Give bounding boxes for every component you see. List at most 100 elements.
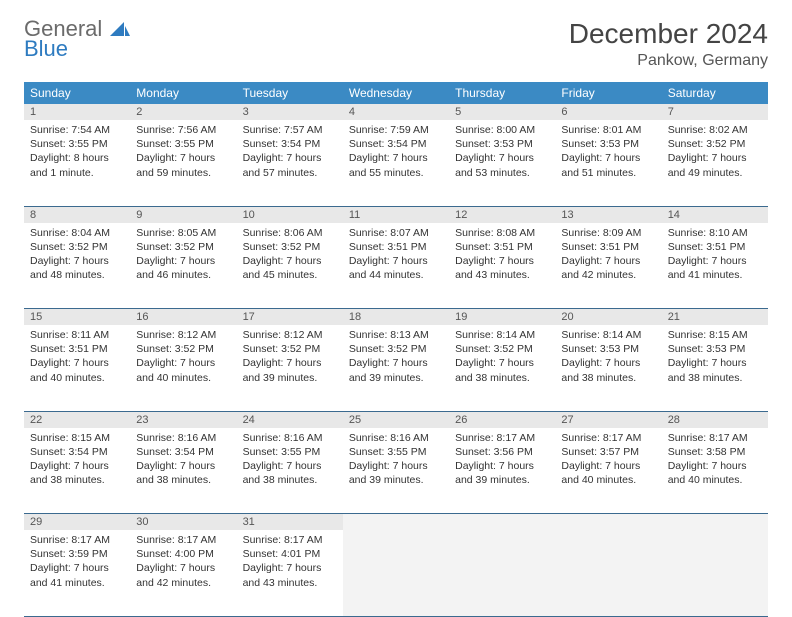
sunset-text: Sunset: 3:52 PM xyxy=(455,342,549,356)
daylight-text: Daylight: 7 hours and 53 minutes. xyxy=(455,151,549,179)
day-cell: Sunrise: 8:17 AMSunset: 3:59 PMDaylight:… xyxy=(24,530,130,616)
day-number: 14 xyxy=(662,206,768,223)
sunrise-text: Sunrise: 8:11 AM xyxy=(30,328,124,342)
day-cell: Sunrise: 8:12 AMSunset: 3:52 PMDaylight:… xyxy=(130,325,236,411)
sunrise-text: Sunrise: 8:08 AM xyxy=(455,226,549,240)
day-cell xyxy=(555,530,661,616)
day-cell: Sunrise: 8:09 AMSunset: 3:51 PMDaylight:… xyxy=(555,223,661,309)
weekday-header: Thursday xyxy=(449,82,555,104)
day-cell: Sunrise: 8:17 AMSunset: 3:56 PMDaylight:… xyxy=(449,428,555,514)
sunrise-text: Sunrise: 8:01 AM xyxy=(561,123,655,137)
weekday-header: Saturday xyxy=(662,82,768,104)
daydata-row: Sunrise: 7:54 AMSunset: 3:55 PM Daylight:… xyxy=(24,120,768,206)
daylight-text: Daylight: 7 hours and 39 minutes. xyxy=(243,356,337,384)
day-number xyxy=(555,514,661,531)
daydata-row: Sunrise: 8:11 AMSunset: 3:51 PM Daylight:… xyxy=(24,325,768,411)
sunrise-text: Sunrise: 7:54 AM xyxy=(30,123,124,137)
day-cell xyxy=(662,530,768,616)
sunset-text: Sunset: 4:00 PM xyxy=(136,547,230,561)
sunrise-text: Sunrise: 8:15 AM xyxy=(668,328,762,342)
sunset-text: Sunset: 3:54 PM xyxy=(136,445,230,459)
logo-text: General Blue xyxy=(24,18,130,60)
logo-text-blue: Blue xyxy=(24,38,130,60)
sunset-text: Sunset: 3:51 PM xyxy=(668,240,762,254)
day-cell: Sunrise: 8:12 AMSunset: 3:52 PMDaylight:… xyxy=(237,325,343,411)
daylight-text: Daylight: 7 hours and 41 minutes. xyxy=(30,561,124,589)
day-cell: Sunrise: 8:08 AMSunset: 3:51 PMDaylight:… xyxy=(449,223,555,309)
day-number: 25 xyxy=(343,411,449,428)
weekday-header: Monday xyxy=(130,82,236,104)
sunrise-text: Sunrise: 7:56 AM xyxy=(136,123,230,137)
daylight-text: Daylight: 7 hours and 46 minutes. xyxy=(136,254,230,282)
daylight-text: Daylight: 7 hours and 39 minutes. xyxy=(349,356,443,384)
sunrise-text: Sunrise: 7:57 AM xyxy=(243,123,337,137)
sunrise-text: Sunrise: 8:02 AM xyxy=(668,123,762,137)
day-number: 28 xyxy=(662,411,768,428)
day-number: 4 xyxy=(343,104,449,120)
day-cell: Sunrise: 8:14 AMSunset: 3:52 PMDaylight:… xyxy=(449,325,555,411)
sunset-text: Sunset: 3:53 PM xyxy=(561,137,655,151)
day-number xyxy=(449,514,555,531)
day-cell: Sunrise: 8:02 AMSunset: 3:52 PMDaylight:… xyxy=(662,120,768,206)
daylight-text: Daylight: 7 hours and 59 minutes. xyxy=(136,151,230,179)
daylight-text: Daylight: 7 hours and 42 minutes. xyxy=(561,254,655,282)
sunset-text: Sunset: 3:52 PM xyxy=(349,342,443,356)
day-number: 5 xyxy=(449,104,555,120)
sunrise-text: Sunrise: 8:12 AM xyxy=(243,328,337,342)
day-cell: Sunrise: 8:06 AMSunset: 3:52 PMDaylight:… xyxy=(237,223,343,309)
daylight-text: Daylight: 7 hours and 44 minutes. xyxy=(349,254,443,282)
day-number: 16 xyxy=(130,309,236,326)
sunrise-text: Sunrise: 8:10 AM xyxy=(668,226,762,240)
weekday-header: Friday xyxy=(555,82,661,104)
day-number: 7 xyxy=(662,104,768,120)
day-number: 24 xyxy=(237,411,343,428)
daylight-text: Daylight: 7 hours and 38 minutes. xyxy=(136,459,230,487)
day-number xyxy=(343,514,449,531)
day-number: 3 xyxy=(237,104,343,120)
daynum-row: 1234567 xyxy=(24,104,768,120)
sunset-text: Sunset: 3:57 PM xyxy=(561,445,655,459)
sunrise-text: Sunrise: 8:16 AM xyxy=(243,431,337,445)
sunrise-text: Sunrise: 8:14 AM xyxy=(455,328,549,342)
sunrise-text: Sunrise: 8:17 AM xyxy=(30,533,124,547)
daylight-text: Daylight: 7 hours and 39 minutes. xyxy=(455,459,549,487)
daylight-text: Daylight: 7 hours and 38 minutes. xyxy=(561,356,655,384)
day-number: 29 xyxy=(24,514,130,531)
daylight-text: Daylight: 7 hours and 40 minutes. xyxy=(136,356,230,384)
sunrise-text: Sunrise: 8:04 AM xyxy=(30,226,124,240)
sunrise-text: Sunrise: 8:07 AM xyxy=(349,226,443,240)
day-number: 20 xyxy=(555,309,661,326)
day-cell: Sunrise: 7:59 AMSunset: 3:54 PMDaylight:… xyxy=(343,120,449,206)
day-number: 11 xyxy=(343,206,449,223)
daylight-text: Daylight: 7 hours and 43 minutes. xyxy=(455,254,549,282)
daylight-text: Daylight: 7 hours and 38 minutes. xyxy=(455,356,549,384)
daylight-text: Daylight: 7 hours and 40 minutes. xyxy=(668,459,762,487)
daylight-text: Daylight: 7 hours and 39 minutes. xyxy=(349,459,443,487)
daynum-row: 22232425262728 xyxy=(24,411,768,428)
sunset-text: Sunset: 3:55 PM xyxy=(30,137,124,151)
day-cell: Sunrise: 8:15 AMSunset: 3:54 PMDaylight:… xyxy=(24,428,130,514)
daynum-row: 293031 xyxy=(24,514,768,531)
day-number: 30 xyxy=(130,514,236,531)
daylight-text: Daylight: 7 hours and 38 minutes. xyxy=(243,459,337,487)
sunset-text: Sunset: 3:51 PM xyxy=(30,342,124,356)
sunset-text: Sunset: 3:52 PM xyxy=(30,240,124,254)
day-cell: Sunrise: 8:01 AMSunset: 3:53 PMDaylight:… xyxy=(555,120,661,206)
header: General Blue December 2024 Pankow, Germa… xyxy=(24,18,768,70)
daylight-text: Daylight: 7 hours and 55 minutes. xyxy=(349,151,443,179)
sunset-text: Sunset: 3:53 PM xyxy=(668,342,762,356)
sunrise-text: Sunrise: 8:17 AM xyxy=(668,431,762,445)
sunset-text: Sunset: 3:53 PM xyxy=(455,137,549,151)
day-cell: Sunrise: 8:10 AMSunset: 3:51 PMDaylight:… xyxy=(662,223,768,309)
daylight-text: Daylight: 7 hours and 40 minutes. xyxy=(561,459,655,487)
day-cell: Sunrise: 8:17 AMSunset: 4:00 PMDaylight:… xyxy=(130,530,236,616)
sunset-text: Sunset: 3:51 PM xyxy=(455,240,549,254)
day-cell: Sunrise: 8:00 AMSunset: 3:53 PMDaylight:… xyxy=(449,120,555,206)
sunrise-text: Sunrise: 8:13 AM xyxy=(349,328,443,342)
daydata-row: Sunrise: 8:04 AMSunset: 3:52 PMDaylight:… xyxy=(24,223,768,309)
sunset-text: Sunset: 3:52 PM xyxy=(136,240,230,254)
page-title: December 2024 xyxy=(569,18,768,50)
daylight-text: Daylight: 7 hours and 43 minutes. xyxy=(243,561,337,589)
day-number: 21 xyxy=(662,309,768,326)
day-number: 12 xyxy=(449,206,555,223)
